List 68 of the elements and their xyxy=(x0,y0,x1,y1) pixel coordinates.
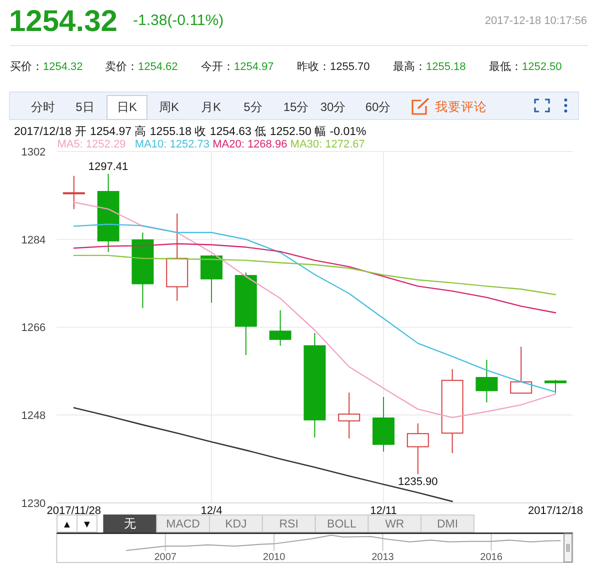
y-tick-label: 1248 xyxy=(21,410,46,422)
text: 分时 xyxy=(31,100,55,114)
text: MA20: 1268.96 xyxy=(212,138,288,150)
line-series xyxy=(73,407,453,502)
candlestick xyxy=(97,173,120,253)
text: 买价：1254.32 xyxy=(10,61,83,73)
x-tick-label: 12/11 xyxy=(370,505,397,517)
text: MA10: 1252.73 xyxy=(134,138,210,150)
text: 月K xyxy=(200,100,222,114)
candlestick xyxy=(544,380,566,394)
candlestick xyxy=(406,422,429,475)
candlestick xyxy=(132,232,154,309)
text: 5分 xyxy=(244,100,262,114)
y-tick-label: 1230 xyxy=(21,498,46,510)
text: 日K xyxy=(116,100,138,114)
candlestick xyxy=(166,212,188,302)
text: 最高：1255.18 xyxy=(393,60,466,73)
y-tick-label: 1284 xyxy=(21,234,46,246)
text: BOLL xyxy=(327,518,358,530)
y-tick-label: 1302 xyxy=(21,146,46,158)
candlestick xyxy=(304,332,326,438)
candlestick xyxy=(269,310,292,346)
line-series xyxy=(73,254,556,296)
text: DMI xyxy=(437,518,458,530)
x-tick-label: 12/4 xyxy=(200,505,222,517)
candlestick xyxy=(338,392,360,439)
candlestick xyxy=(476,359,498,403)
text: 卖价：1254.62 xyxy=(105,60,178,73)
chart-title: 1254.32 xyxy=(9,5,118,38)
x-tick-label: 2017/11/28 xyxy=(46,505,102,517)
text: WR xyxy=(385,518,404,530)
candlestick xyxy=(62,175,85,210)
annotation: 1235.90 xyxy=(398,476,438,488)
text: 5日 xyxy=(76,100,94,114)
text: 2017/12/18 开 1254.97 高 1255.18 收 1254.63 低 1252.50 幅 -0.01% xyxy=(14,124,366,138)
text: 周K xyxy=(158,100,180,114)
text: KDJ xyxy=(225,518,247,530)
x-tick-label: 2010 xyxy=(262,552,286,563)
line-series xyxy=(73,243,556,314)
text: 2017-12-18 10:17:56 xyxy=(484,15,587,27)
text: 昨收：1255.70 xyxy=(297,61,370,73)
line-series xyxy=(73,202,556,418)
text: 我要评论 xyxy=(435,100,487,114)
line-series xyxy=(73,224,556,393)
candlestick xyxy=(510,346,532,394)
text: 60分 xyxy=(365,100,391,114)
annotation: 1297.41 xyxy=(88,160,128,173)
chart-subtitle: -1.38(-0.11%) xyxy=(133,12,224,29)
x-tick-label: 2013 xyxy=(372,552,394,563)
text: 最低：1252.50 xyxy=(489,61,562,73)
x-tick-label: 2007 xyxy=(154,552,177,563)
x-tick-label: 2016 xyxy=(480,552,503,563)
text: 无 xyxy=(124,516,136,530)
text: 30分 xyxy=(320,100,346,114)
text: ▼ xyxy=(82,520,92,530)
x-tick-label: 2017/12/18 xyxy=(528,505,584,517)
text: 今开：1254.97 xyxy=(201,61,274,73)
text: 15分 xyxy=(283,100,309,114)
text: RSI xyxy=(279,518,298,530)
text: MACD xyxy=(166,518,200,530)
candlestick xyxy=(441,368,464,454)
text: ▲ xyxy=(62,520,72,530)
text: MA30: 1272.67 xyxy=(290,138,365,150)
text: MA5: 1252.29 xyxy=(57,138,126,150)
candlestick xyxy=(200,254,222,304)
candlestick xyxy=(372,396,394,452)
candlestick xyxy=(234,272,257,356)
y-tick-label: 1266 xyxy=(21,322,46,334)
